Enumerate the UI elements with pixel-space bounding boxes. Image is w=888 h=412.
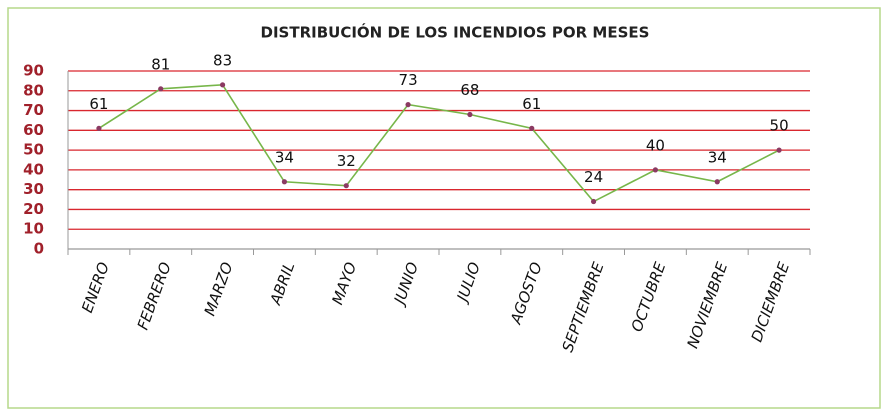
marker — [343, 183, 349, 189]
marker — [158, 86, 164, 92]
marker — [590, 198, 597, 205]
chart-border — [7, 7, 881, 409]
data-label: 83 — [213, 51, 232, 69]
data-label: 24 — [584, 168, 603, 186]
marker — [652, 167, 659, 173]
marker — [96, 125, 102, 131]
y-tick-label: 60 — [23, 121, 44, 139]
data-label: 40 — [646, 136, 665, 154]
data-label: 32 — [337, 152, 356, 170]
y-tick-label: 70 — [23, 101, 44, 119]
y-tick-label: 80 — [23, 81, 44, 99]
y-tick-label: 20 — [23, 200, 44, 218]
data-label: 81 — [151, 55, 170, 73]
data-label: 61 — [89, 95, 108, 113]
data-label: 50 — [770, 117, 789, 135]
marker — [776, 147, 782, 153]
data-label: 68 — [460, 81, 479, 99]
marker — [405, 102, 411, 108]
chart-title: DISTRIBUCIÓN DE LOS INCENDIOS POR MESES — [261, 23, 650, 42]
data-label: 73 — [399, 71, 418, 89]
line — [98, 84, 780, 203]
marker — [714, 179, 720, 185]
marker — [467, 111, 473, 118]
data-label: 61 — [522, 95, 541, 113]
data-label: 34 — [708, 148, 727, 166]
y-tick-label: 30 — [23, 180, 44, 198]
marker — [219, 82, 226, 88]
marker — [529, 125, 535, 131]
y-tick-label: 40 — [23, 160, 44, 178]
y-tick-label: 0 — [34, 240, 44, 258]
y-tick-label: 50 — [23, 141, 44, 159]
y-tick-label: 10 — [23, 220, 44, 238]
y-tick-label: 90 — [23, 62, 44, 80]
marker — [281, 179, 288, 185]
data-label: 34 — [275, 148, 294, 166]
